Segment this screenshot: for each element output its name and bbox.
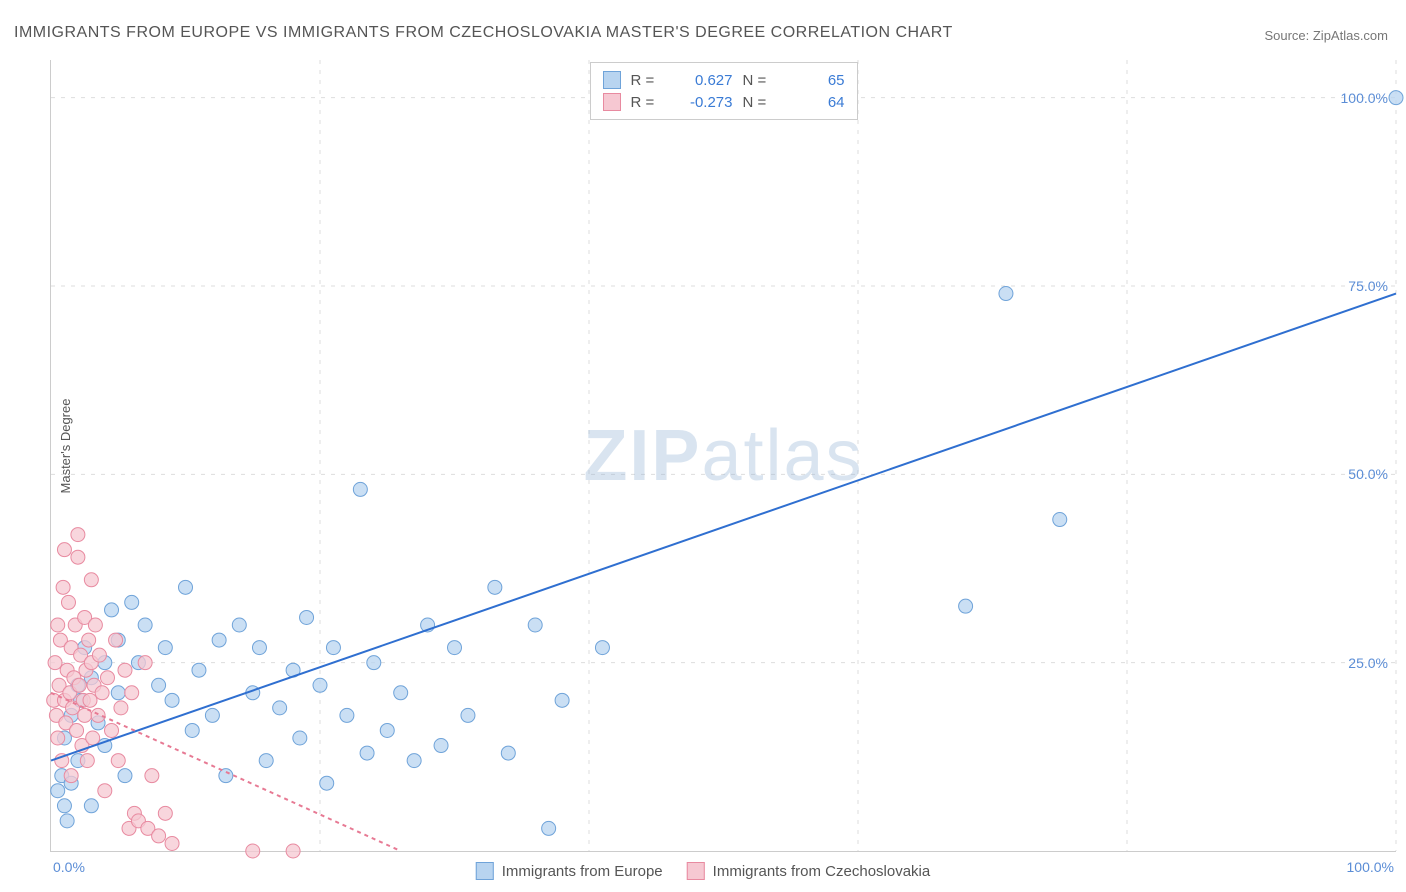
x-tick-label: 100.0%: [1347, 859, 1394, 875]
source-link[interactable]: ZipAtlas.com: [1313, 28, 1388, 43]
r-label: R =: [631, 72, 659, 89]
r-value: -0.273: [669, 94, 733, 111]
source-prefix: Source:: [1264, 28, 1312, 43]
y-tick-label: 25.0%: [1348, 655, 1388, 671]
legend-item: Immigrants from Czechoslovakia: [687, 862, 931, 880]
r-value: 0.627: [669, 72, 733, 89]
chart-title: IMMIGRANTS FROM EUROPE VS IMMIGRANTS FRO…: [14, 24, 953, 42]
x-tick-label: 0.0%: [53, 859, 85, 875]
correlation-row: R = -0.273 N = 64: [603, 91, 845, 113]
y-tick-label: 50.0%: [1348, 466, 1388, 482]
series-legend: Immigrants from Europe Immigrants from Cz…: [476, 862, 930, 880]
legend-swatch: [687, 862, 705, 880]
n-label: N =: [743, 72, 771, 89]
source-attribution: Source: ZipAtlas.com: [1264, 28, 1388, 43]
plot-area: ZIPatlas R =0.627N =65R =-0.273N =64 0.0…: [50, 60, 1396, 852]
chart-svg: [51, 60, 1396, 851]
n-value: 64: [781, 94, 845, 111]
y-tick-label: 100.0%: [1341, 90, 1388, 106]
legend-swatch: [476, 862, 494, 880]
r-label: R =: [631, 94, 659, 111]
series-swatch: [603, 93, 621, 111]
legend-item: Immigrants from Europe: [476, 862, 663, 880]
legend-label: Immigrants from Europe: [502, 863, 663, 880]
legend-label: Immigrants from Czechoslovakia: [713, 863, 931, 880]
n-value: 65: [781, 72, 845, 89]
series-swatch: [603, 71, 621, 89]
correlation-legend: R = 0.627 N = 65 R = -0.273 N = 64: [590, 62, 858, 120]
n-label: N =: [743, 94, 771, 111]
y-tick-label: 75.0%: [1348, 278, 1388, 294]
correlation-row: R = 0.627 N = 65: [603, 69, 845, 91]
